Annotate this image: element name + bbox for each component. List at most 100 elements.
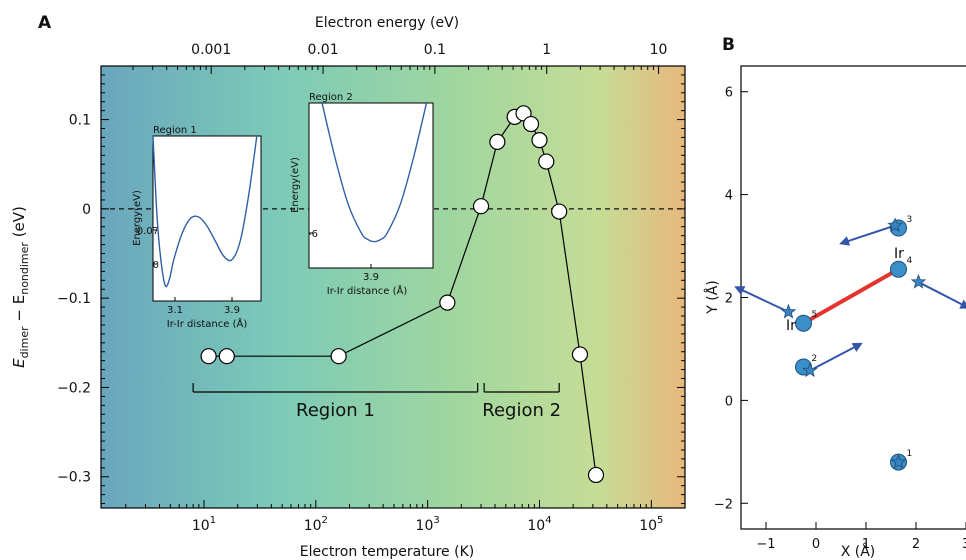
- panel-a: A Electron energy (eV) 0.001 0.01 0.1 1 10 1…: [10, 13, 686, 560]
- inset-2-curve: [321, 102, 428, 243]
- y-tick-label: 0: [82, 202, 91, 218]
- inset-2-title: Region 2: [309, 92, 353, 103]
- top-tick-label: 10: [650, 42, 668, 58]
- panel-b-ticks: [741, 91, 966, 529]
- top-axis-tick-labels: 0.001 0.01 0.1 1 10: [191, 42, 667, 58]
- bottom-axis-ticks: [125, 500, 686, 508]
- y-tick-label: −0.3: [57, 470, 91, 486]
- data-point: [531, 132, 548, 149]
- x-tick-label-base: 10: [416, 518, 434, 534]
- panel-a-label: A: [38, 13, 52, 33]
- b-y-tick-label: 6: [725, 86, 733, 101]
- inset-1-title: Region 1: [153, 125, 197, 136]
- panel-b-label: B: [722, 35, 735, 55]
- ir-label-4: Ir: [894, 246, 904, 262]
- x-tick-label: 101: [192, 515, 216, 534]
- atom-number: 5: [812, 310, 818, 320]
- inset-2-ylabel: Energy(eV): [290, 157, 301, 213]
- inset-1-ylabel: Energy(eV): [132, 190, 143, 246]
- y-tick-label: −0.1: [57, 291, 91, 307]
- data-point: [571, 346, 589, 363]
- region-brackets: [192, 383, 560, 393]
- inset-2-xlabel: Ir-Ir distance (Å): [327, 284, 408, 297]
- b-x-tick-label: 3: [962, 537, 966, 552]
- inset-region-1: Region 1 Energy(eV) 0.07 0 3.1 3.9 Ir-Ir…: [132, 125, 262, 330]
- inset-2-xtick-label: 3.9: [363, 272, 379, 283]
- x-tick-label: 103: [416, 515, 440, 534]
- y-axis-title-sub2: nondimer: [18, 242, 31, 295]
- top-axis-title: Electron energy (eV): [315, 15, 459, 31]
- region-2-label: Region 2: [482, 400, 561, 421]
- b-y-tick-label: 2: [725, 292, 733, 307]
- star-markers: [780, 217, 927, 469]
- atom-number: 1: [907, 449, 913, 459]
- b-x-tick-label: 1: [862, 537, 870, 552]
- data-point: [218, 348, 235, 365]
- atom-number: 2: [812, 354, 818, 364]
- data-point: [551, 203, 568, 220]
- panel-b-tick-labels: −1 0 1 2 3 6 4 2 0 −2: [714, 86, 966, 552]
- atom-5: [795, 314, 812, 332]
- top-tick-label: 0.01: [307, 42, 338, 58]
- panel-b: B −1 0 1 2 3 6 4 2 0 −2 X (Å) Y (Å) 1 2 3 4 5 Ir Ir: [704, 35, 966, 560]
- y-axis-title-mid: − E: [10, 295, 28, 327]
- data-point: [439, 294, 456, 311]
- x-tick-label: 105: [639, 515, 663, 534]
- star-marker: [910, 273, 927, 289]
- data-point: [522, 115, 540, 133]
- data-point: [330, 348, 347, 365]
- x-tick-label-exponent: 4: [545, 515, 551, 526]
- inset-1-curve: [152, 135, 258, 288]
- y-tick-label: −0.2: [57, 380, 91, 396]
- x-tick-label-base: 10: [192, 518, 210, 534]
- y-tick-label: 0.1: [69, 113, 91, 129]
- b-x-tick-label: 0: [812, 537, 820, 552]
- star-marker: [802, 362, 818, 378]
- bottom-axis-tick-labels: 101 102 103 104 105: [192, 515, 664, 534]
- x-tick-label-exponent: 2: [322, 515, 328, 526]
- star-marker: [780, 303, 797, 319]
- b-y-tick-label: 0: [725, 394, 733, 409]
- x-tick-label-base: 10: [527, 518, 545, 534]
- x-tick-label: 104: [527, 515, 551, 534]
- top-tick-label: 0.001: [191, 42, 231, 58]
- b-y-tick-label: 4: [725, 189, 733, 204]
- inset-1-ytick-label: 0.07: [137, 226, 159, 237]
- data-point: [587, 466, 605, 484]
- atom-number: 4: [907, 256, 913, 266]
- series-points: [200, 105, 605, 484]
- data-point: [200, 348, 217, 365]
- atom-number: 3: [907, 215, 913, 225]
- displacement-arrow: [918, 281, 966, 309]
- x-tick-label-exponent: 3: [433, 515, 439, 526]
- displacement-arrow: [839, 224, 896, 246]
- inset-1-xtick-label: 3.9: [224, 305, 240, 316]
- ir-ir-bond: [802, 267, 900, 325]
- data-point: [538, 153, 555, 170]
- y-axis-title-e1: E: [10, 358, 28, 368]
- ir-label-5: Ir: [786, 318, 796, 334]
- x-tick-label-exponent: 5: [657, 515, 663, 526]
- top-tick-label: 0.1: [424, 42, 446, 58]
- b-x-tick-label: 2: [912, 537, 920, 552]
- b-x-tick-label: −1: [756, 537, 775, 552]
- panel-b-frame: [740, 65, 966, 530]
- y-axis-tick-labels: 0.1 0 −0.1 −0.2 −0.3: [57, 113, 91, 486]
- displacement-arrows: [734, 224, 966, 372]
- star-marker: [890, 454, 907, 469]
- region-1-label: Region 1: [296, 400, 375, 421]
- top-tick-label: 1: [542, 42, 551, 58]
- panel-b-x-axis-title: X (Å): [841, 543, 876, 560]
- x-axis-title: Electron temperature (K): [300, 544, 474, 560]
- x-tick-label-exponent: 1: [210, 515, 216, 526]
- panel-b-y-axis-title: Y (Å): [704, 280, 721, 315]
- inset-1-xtick-label: 3.1: [167, 305, 183, 316]
- data-point: [472, 198, 490, 215]
- inset-1-xlabel: Ir-Ir distance (Å): [167, 317, 248, 330]
- star-marker: [887, 217, 903, 233]
- atom-numbers: 1 2 3 4 5: [812, 215, 913, 459]
- y-axis-title: Edimer − Enondimer (eV): [10, 206, 31, 368]
- inset-1-ytick-label: 0: [153, 260, 159, 271]
- atom-4: [890, 260, 907, 278]
